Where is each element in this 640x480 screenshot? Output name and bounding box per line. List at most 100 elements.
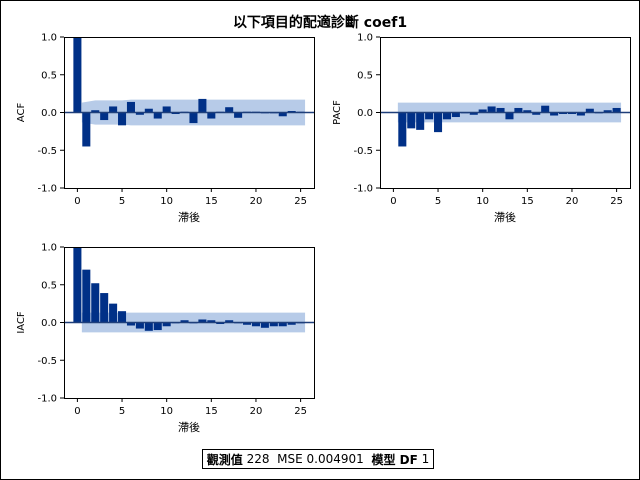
iacf-y-tick-label: 0.5 (41, 280, 57, 291)
acf-y-tick-label: -1.0 (37, 184, 57, 195)
iacf-bar (287, 322, 296, 325)
acf-bar (126, 101, 135, 113)
pacf-bar (442, 112, 451, 120)
acf-y-tick-label: 0.5 (41, 70, 57, 81)
iacf-bar (126, 322, 135, 326)
iacf-x-tick-label: 15 (205, 406, 218, 417)
pacf-bar (469, 112, 478, 115)
iacf-y-tick-label: 0.0 (41, 318, 57, 329)
acf-bar (287, 110, 296, 113)
iacf-bar (207, 320, 216, 323)
acf-bar (171, 112, 180, 115)
acf-bar (118, 112, 127, 126)
pacf-bar (425, 112, 434, 120)
pacf-x-tick-label: 25 (610, 196, 623, 207)
acf-bar (189, 112, 198, 124)
pacf-bar (505, 112, 514, 120)
acf-x-tick-label: 20 (250, 196, 263, 207)
mse-value: 0.004901 (306, 452, 364, 466)
pacf-bar (496, 107, 505, 113)
acf-plot-border (64, 37, 315, 189)
acf-y-tick-label: 1.0 (41, 33, 57, 44)
iacf-y-tick-label: -1.0 (37, 394, 57, 405)
acf-x-tick-label: 15 (205, 196, 218, 207)
pacf-bar (576, 112, 585, 116)
iacf-bar (135, 322, 144, 329)
pacf-plot-border (380, 37, 631, 189)
iacf-y-axis-label: IACF (16, 311, 27, 334)
pacf-y-tick-label: -0.5 (353, 146, 373, 157)
pacf-bar (478, 109, 487, 113)
acf-bar (135, 112, 144, 115)
acf-bar (225, 107, 234, 113)
pacf-y-tick-label: 0.0 (357, 108, 373, 119)
acf-bar (144, 108, 153, 113)
iacf-plot-border (64, 247, 315, 399)
pacf-bar (612, 107, 621, 113)
acf-bar (198, 98, 207, 113)
iacf-bar (100, 293, 109, 323)
pacf-x-tick-label: 10 (476, 196, 489, 207)
pacf-bar (550, 112, 559, 116)
pacf-bar (585, 108, 594, 113)
pacf-bar (523, 110, 532, 113)
iacf-bar (144, 322, 153, 331)
pacf-bar (514, 107, 523, 113)
iacf-bar (251, 322, 260, 327)
iacf-bar (243, 322, 252, 325)
iacf-x-tick-label: 25 (294, 406, 307, 417)
iacf-bar (180, 320, 189, 323)
iacf-bar (153, 322, 162, 331)
pacf-bar (532, 112, 541, 115)
iacf-bar (73, 247, 82, 323)
iacf-bar (162, 322, 171, 327)
pacf-x-tick-label: 0 (390, 196, 396, 207)
obs-label: 觀測值 (206, 452, 243, 467)
pacf-bar (407, 112, 416, 129)
iacf-bar (278, 322, 287, 327)
iacf-x-tick-label: 0 (74, 406, 80, 417)
iacf-x-axis-label: 滯後 (178, 420, 200, 434)
acf-bar (73, 37, 82, 113)
iacf-x-tick-label: 20 (250, 406, 263, 417)
acf-bar (207, 112, 216, 119)
iacf-y-tick-label: 1.0 (41, 243, 57, 254)
pacf-x-tick-label: 20 (566, 196, 579, 207)
acf-bar (234, 112, 243, 118)
iacf-bar (225, 320, 234, 323)
pacf-bar (559, 112, 568, 115)
acf-y-axis-label: ACF (16, 103, 27, 123)
pacf-bar (603, 110, 612, 113)
iacf-bar (260, 322, 269, 328)
iacf-bar (216, 322, 225, 325)
pacf-y-tick-label: 0.5 (357, 70, 373, 81)
pacf-y-tick-label: 1.0 (357, 33, 373, 44)
pacf-bar (434, 112, 443, 133)
pacf-bar (487, 106, 496, 113)
pacf-x-tick-label: 5 (435, 196, 441, 207)
obs-value: 228 (246, 452, 270, 466)
pacf-bar (451, 112, 460, 118)
iacf-x-tick-label: 10 (160, 406, 173, 417)
iacf-bar (82, 269, 91, 323)
pacf-bar (567, 112, 576, 115)
iacf-y-tick-label: -0.5 (37, 356, 57, 367)
page-title: 以下項目的配適診斷 coef1 (232, 15, 408, 31)
pacf-x-tick-label: 15 (521, 196, 534, 207)
iacf-bar (269, 322, 278, 327)
acf-bar (278, 112, 287, 117)
iacf-bar (198, 319, 207, 323)
pacf-x-axis-label: 滯後 (494, 210, 516, 224)
mse-label: MSE (277, 452, 303, 466)
pacf-bar (398, 112, 407, 147)
df-value: 1 (421, 452, 430, 466)
acf-x-tick-label: 25 (294, 196, 307, 207)
iacf-x-tick-label: 5 (119, 406, 125, 417)
acf-bar (162, 106, 171, 113)
acf-bar (100, 112, 109, 121)
iacf-bar (109, 303, 118, 323)
iacf-bar (91, 283, 100, 323)
acf-x-tick-label: 5 (119, 196, 125, 207)
